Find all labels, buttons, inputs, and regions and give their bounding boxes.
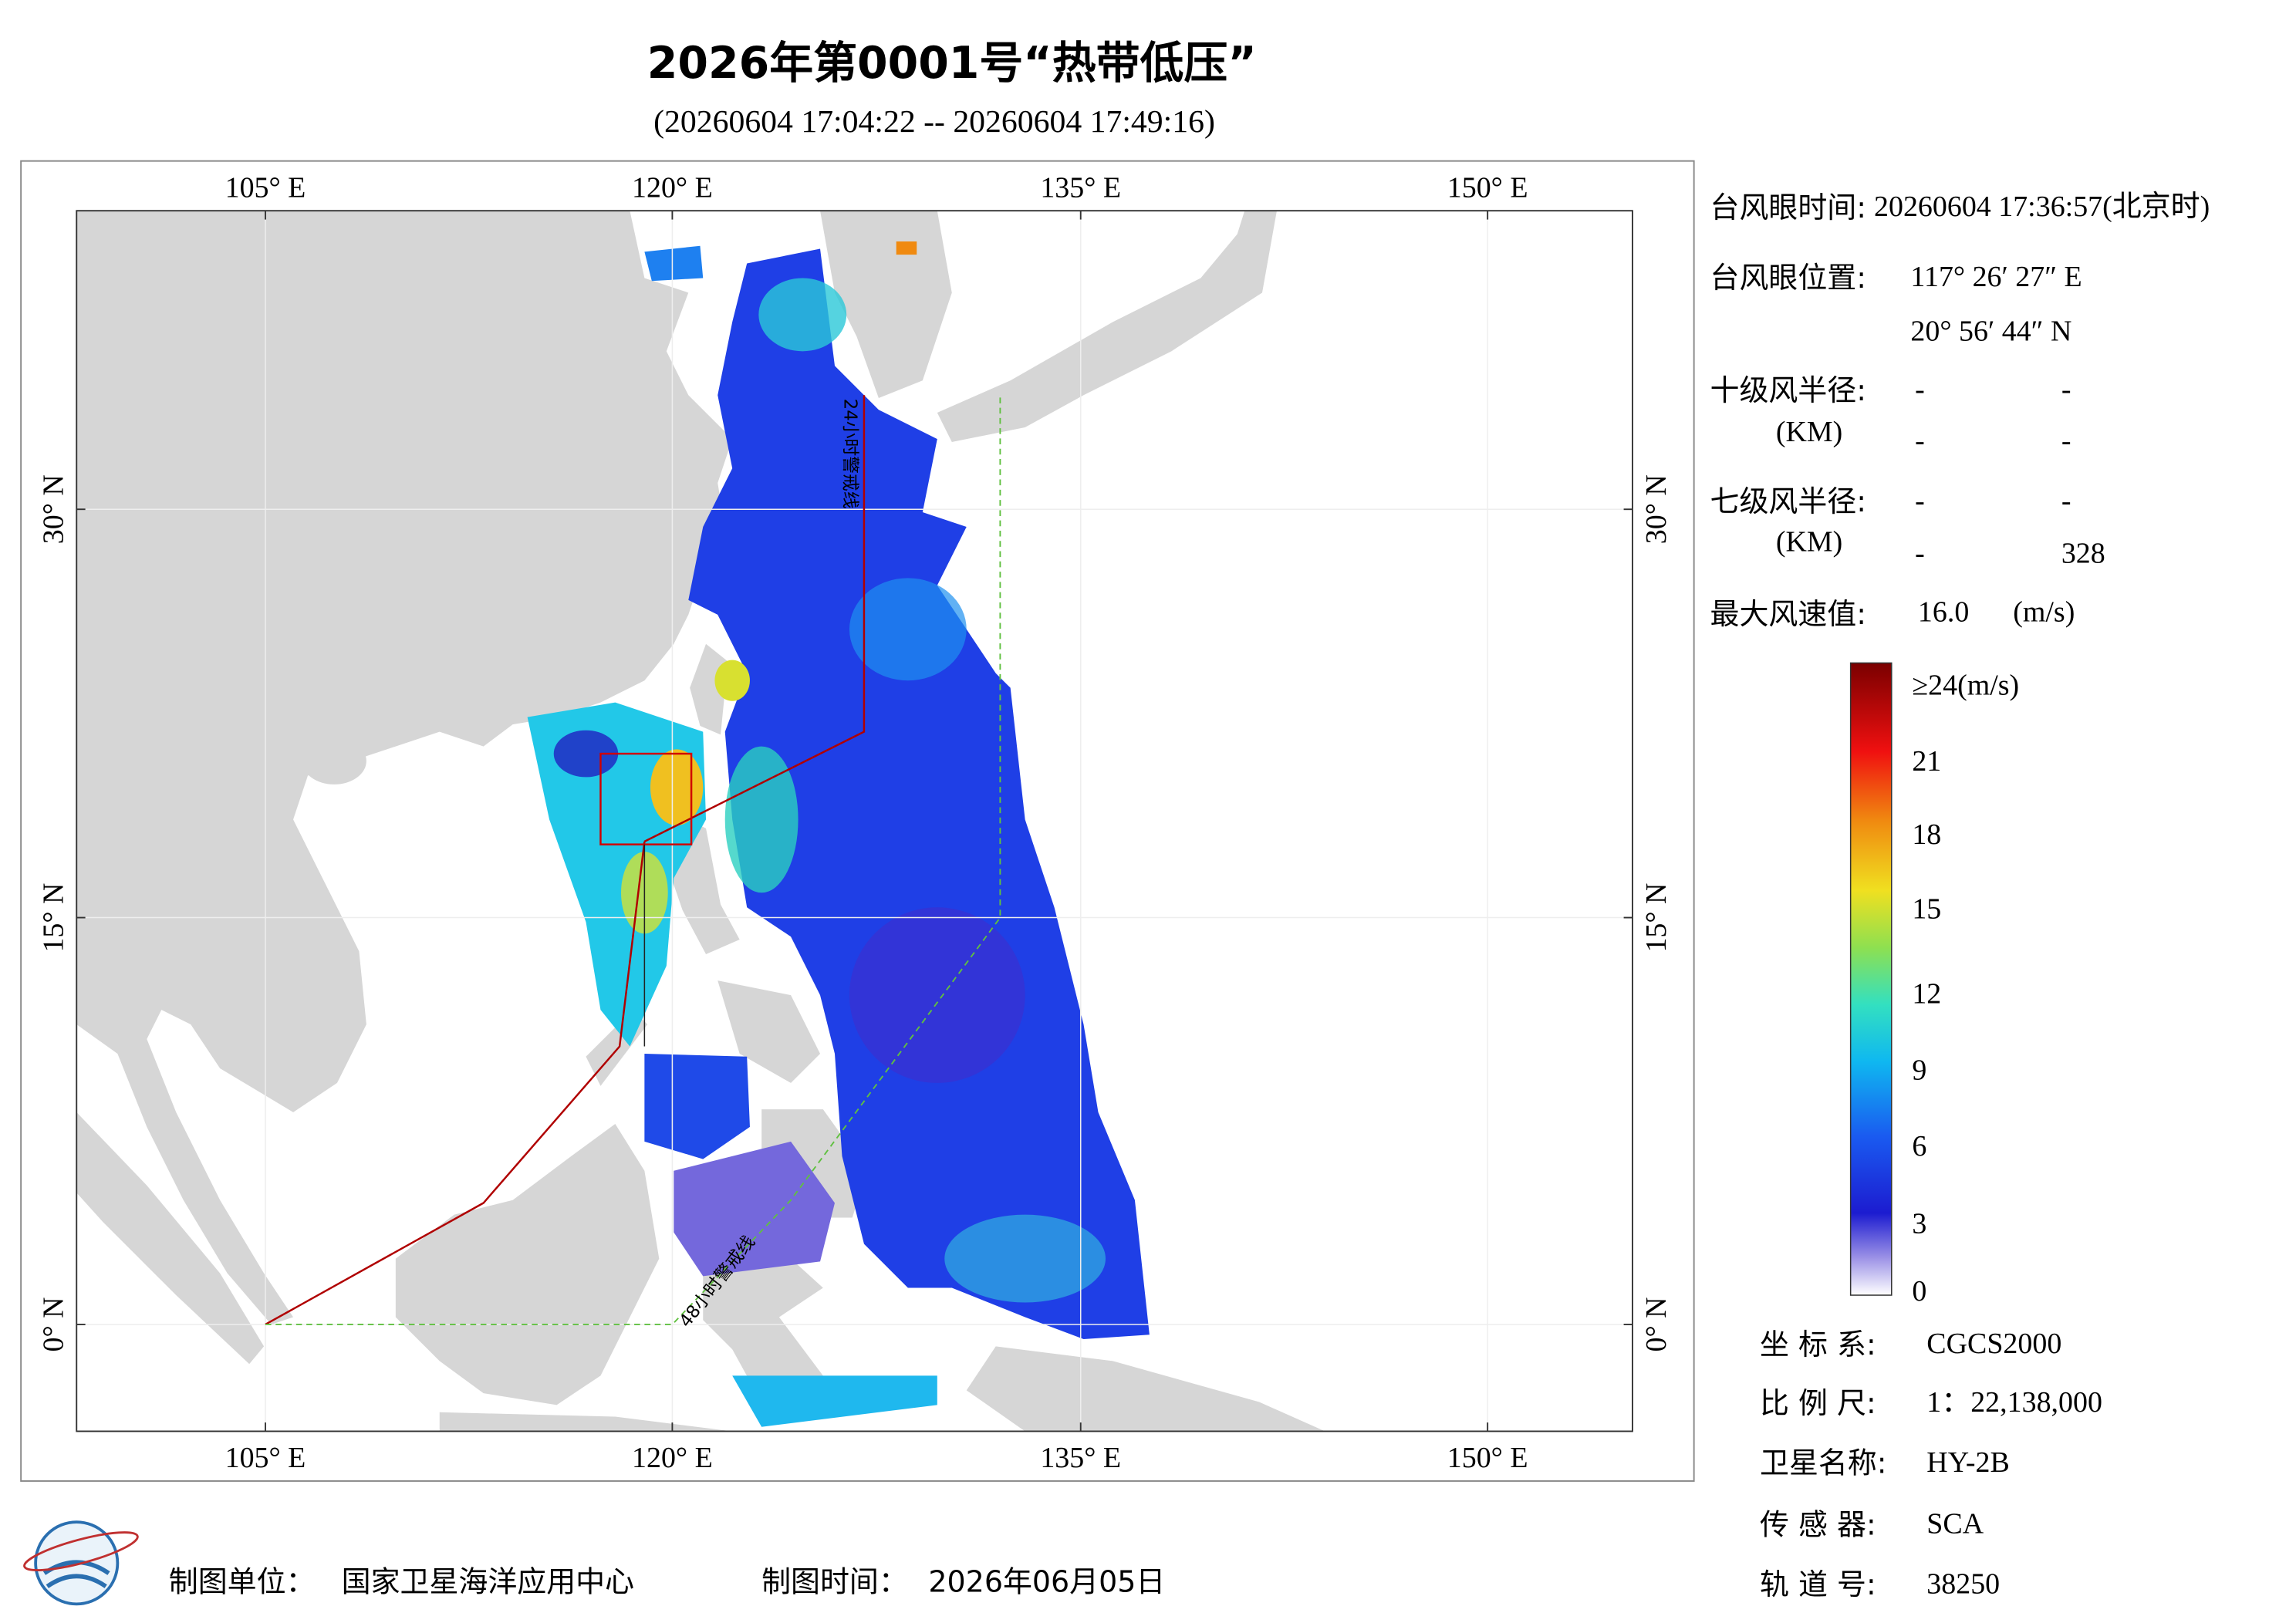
map-frame	[20, 160, 1695, 1482]
eye-time-label: 台风眼时间:	[1710, 191, 1866, 224]
lon-label-bottom: 105° E	[225, 1442, 306, 1474]
colorbar-label: 15	[1912, 893, 1941, 926]
r7-value: -	[1915, 484, 1925, 517]
colorbar-label: 12	[1912, 978, 1941, 1011]
footer-time: 2026年06月05日	[928, 1564, 1165, 1598]
land-new-guinea	[966, 1346, 1325, 1432]
eye-pos-label: 台风眼位置:	[1710, 261, 1866, 295]
r10-unit: (KM)	[1776, 416, 1842, 448]
land-java	[439, 1412, 733, 1432]
land-sulawesi	[703, 1258, 823, 1409]
lon-label-top: 120° E	[632, 171, 713, 204]
info-panel: 台风眼时间: 20260604 17:36:57(北京时) 台风眼位置: 117° 2…	[1710, 191, 2210, 1601]
map-border	[76, 210, 1633, 1432]
r7-label: 七级风半径:	[1710, 484, 1866, 518]
subtitle: (20260604 17:04:22 -- 20260604 17:49:16)	[653, 104, 1215, 140]
r7-unit: (KM)	[1776, 525, 1842, 558]
title: 2026年第0001号“热带低压”	[647, 38, 1257, 89]
lat-label-left: 15° N	[37, 883, 69, 953]
land-asia	[76, 211, 733, 1324]
colorbar-label: ≥24(m/s)	[1912, 669, 2019, 701]
r10-value: -	[1915, 373, 1925, 406]
tracks	[265, 395, 1001, 1326]
footer-time-label: 制图时间：	[761, 1564, 908, 1598]
max-wind-unit: (m/s)	[2013, 596, 2075, 629]
lon-label-top: 105° E	[225, 171, 306, 204]
land-sumatra	[76, 1112, 265, 1365]
lon-label-bottom: 120° E	[632, 1442, 713, 1474]
meta-value: 38250	[1926, 1567, 2000, 1600]
r10-value: -	[1915, 425, 1925, 457]
axis-labels: 105° E 105° E 120° E 120° E 135° E 135° E 150°…	[37, 171, 1672, 1474]
lon-label-top: 135° E	[1040, 171, 1121, 204]
map: 24小时警戒线 48小时警戒线	[76, 211, 1633, 1432]
graticule	[76, 211, 1633, 1432]
lon-label-bottom: 135° E	[1040, 1442, 1121, 1474]
lon-label-bottom: 150° E	[1447, 1442, 1528, 1474]
lat-label-right: 15° N	[1640, 883, 1673, 953]
eye-pos-lat: 20° 56′ 44″ N	[1910, 315, 2071, 347]
r10-label: 十级风半径:	[1710, 373, 1866, 407]
lat-label-right: 0° N	[1640, 1297, 1673, 1351]
land-japan	[937, 211, 1277, 442]
max-wind-value: 16.0	[1918, 596, 1969, 629]
colorbar	[1849, 662, 1893, 1296]
r7-value: -	[2061, 484, 2071, 517]
eye-time-value: 20260604 17:36:57(北京时)	[1874, 191, 2210, 223]
meta-label: 坐 标 系:	[1760, 1328, 1876, 1361]
max-wind-label: 最大风速值:	[1710, 597, 1866, 631]
land-hainan	[302, 737, 366, 785]
colorbar-label: 21	[1912, 745, 1941, 778]
lat-label-left: 0° N	[37, 1297, 69, 1351]
footer-unit-label: 制图单位：	[169, 1564, 316, 1598]
meta-value: SCA	[1926, 1507, 1984, 1540]
r7-value: -	[1915, 538, 1925, 570]
colorbar-label: 6	[1912, 1130, 1926, 1162]
lat-label-right: 30° N	[1640, 474, 1673, 544]
colorbar-label: 9	[1912, 1054, 1926, 1086]
warning-line-24h: 24小时警戒线	[839, 399, 859, 509]
lat-label-left: 30° N	[37, 474, 69, 544]
land-taiwan	[690, 643, 728, 735]
meta-label: 比 例 尺:	[1760, 1386, 1876, 1420]
meta-value: 1：22,138,000	[1926, 1386, 2102, 1419]
lon-label-top: 150° E	[1447, 171, 1528, 204]
land-korea	[820, 211, 952, 399]
r10-value: -	[2061, 425, 2071, 457]
eye-pos-lon: 117° 26′ 27″ E	[1910, 261, 2082, 293]
r7-value: 328	[2061, 538, 2105, 570]
colorbar-label: 3	[1912, 1208, 1926, 1240]
land-visayas	[718, 980, 821, 1083]
colorbar-label: 18	[1912, 818, 1941, 851]
logo	[23, 1520, 139, 1606]
meta-label: 传 感 器:	[1760, 1507, 1876, 1541]
colorbar-label: 0	[1912, 1275, 1926, 1308]
footer-unit: 国家卫星海洋应用中心	[342, 1564, 634, 1598]
wind-swath	[527, 241, 1150, 1427]
meta-label: 轨 道 号:	[1760, 1567, 1876, 1601]
meta-value: CGCS2000	[1926, 1328, 2061, 1360]
land-borneo	[395, 1124, 660, 1405]
r10-value: -	[2061, 373, 2071, 406]
meta-label: 卫星名称:	[1760, 1446, 1887, 1480]
meta-value: HY-2B	[1926, 1446, 2010, 1479]
